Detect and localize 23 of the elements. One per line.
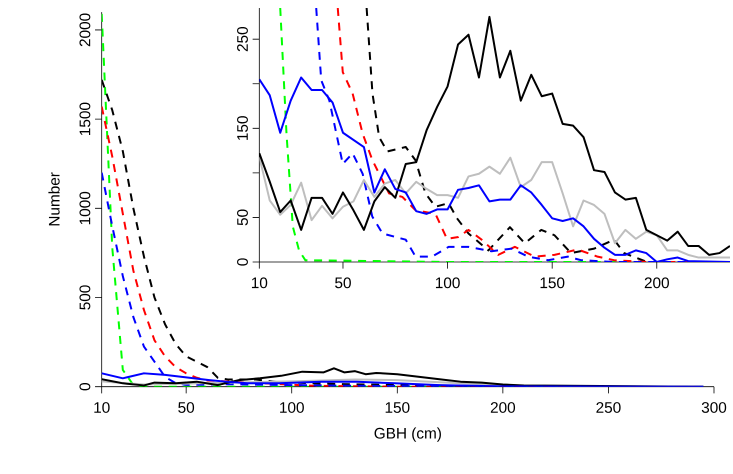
- x-tick-label: 10: [252, 277, 268, 288]
- x-tick-label: 150: [540, 277, 564, 288]
- y-tick-label: 0: [79, 383, 90, 390]
- y-axis-title: Number: [48, 172, 60, 226]
- x-tick-label: 100: [436, 277, 460, 288]
- y-tick-label: 0: [237, 258, 248, 266]
- y-tick-label: 250: [237, 27, 248, 52]
- y-tick-label: 2000: [79, 13, 90, 46]
- x-tick-label: 200: [644, 277, 669, 288]
- y-tick-label: 500: [79, 285, 90, 310]
- y-tick-label: 150: [237, 116, 248, 140]
- x-tick-label: 250: [596, 402, 621, 413]
- x-tick-label: 50: [178, 402, 194, 413]
- y-tick-label: 1500: [79, 102, 90, 136]
- x-tick-label: 150: [386, 402, 410, 413]
- x-tick-label: 100: [280, 402, 304, 413]
- y-tick-label: 1000: [79, 192, 90, 224]
- x-tick-label: 50: [335, 277, 351, 288]
- x-tick-label: 10: [94, 402, 110, 413]
- x-tick-label: 300: [702, 402, 726, 413]
- x-axis-title: GBH (cm): [374, 427, 441, 442]
- x-tick-label: 200: [490, 402, 516, 413]
- y-tick-label: 50: [237, 210, 248, 226]
